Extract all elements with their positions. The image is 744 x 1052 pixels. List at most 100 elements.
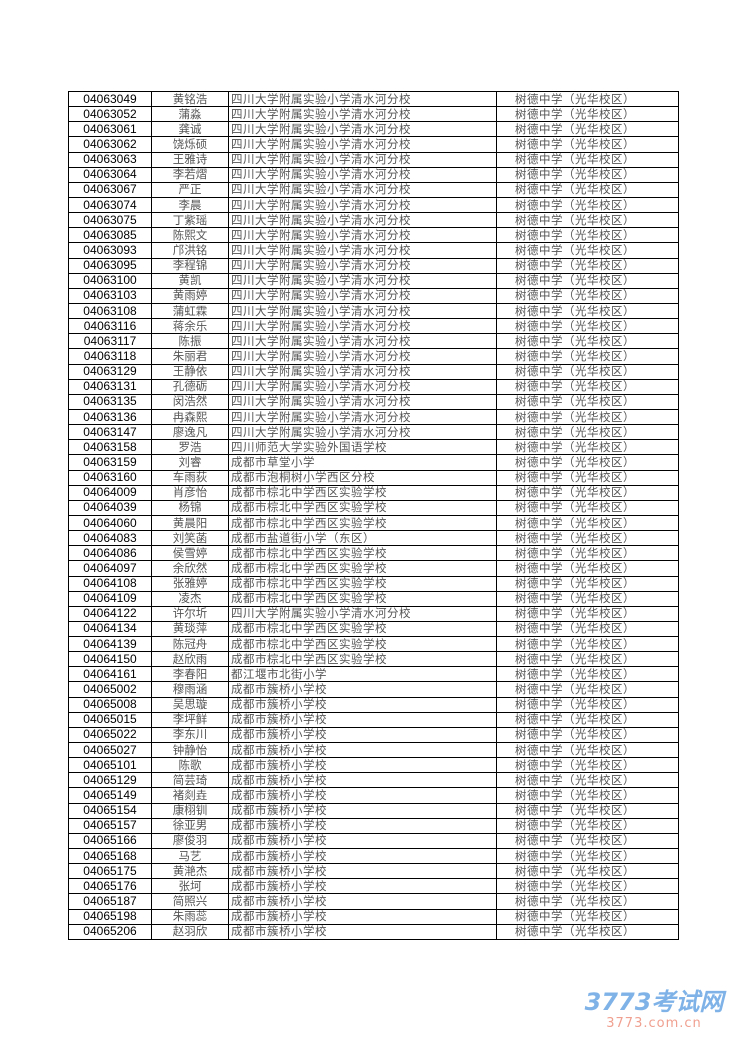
primary-school-cell: 四川大学附属实验小学清水河分校	[228, 121, 497, 138]
primary-school-cell: 成都市棕北中学西区实验学校	[228, 620, 497, 638]
student-name-cell: 许尔圻	[151, 605, 229, 622]
student-name-cell: 王静依	[151, 363, 229, 380]
admitted-school-cell: 树德中学（光华校区）	[496, 863, 679, 880]
admission-table: 04063049 黄铭浩 四川大学附属实验小学清水河分校 树德中学（光华校区） 0406…	[68, 90, 679, 940]
table-row: 04064109 凌杰 成都市棕北中学西区实验学校 树德中学（光华校区）	[68, 590, 679, 607]
student-id-cell: 04063095	[68, 257, 152, 274]
student-name-cell: 蒲淼	[151, 106, 229, 123]
admitted-school-cell: 树德中学（光华校区）	[496, 696, 679, 713]
student-id-cell: 04065101	[68, 757, 152, 774]
student-name-cell: 朱丽君	[151, 348, 229, 365]
admitted-school-cell: 树德中学（光华校区）	[496, 121, 679, 138]
admitted-school-cell: 树德中学（光华校区）	[496, 151, 679, 168]
student-name-cell: 李程锦	[151, 257, 229, 274]
primary-school-cell: 成都市簇桥小学校	[228, 863, 497, 880]
student-name-cell: 廖俊羽	[151, 832, 229, 850]
watermark-logo-text: 3773考试网	[584, 988, 724, 1016]
student-name-cell: 康栩钏	[151, 802, 229, 819]
student-name-cell: 蒲虹霖	[151, 302, 229, 320]
primary-school-cell: 四川大学附属实验小学清水河分校	[228, 393, 497, 410]
student-id-cell: 04063136	[68, 408, 152, 426]
admitted-school-cell: 树德中学（光华校区）	[496, 605, 679, 622]
table-row: 04063116 蒋余乐 四川大学附属实验小学清水河分校 树德中学（光华校区）	[68, 318, 679, 335]
student-name-cell: 黄铭浩	[151, 90, 229, 108]
primary-school-cell: 成都市簇桥小学校	[228, 696, 497, 713]
student-name-cell: 罗浩	[151, 439, 229, 456]
admitted-school-cell: 树德中学（光华校区）	[496, 196, 679, 214]
watermark-url: 3773.com.cn	[606, 1016, 702, 1031]
primary-school-cell: 四川大学附属实验小学清水河分校	[228, 272, 497, 289]
student-name-cell: 凌杰	[151, 590, 229, 607]
student-name-cell: 严正	[151, 181, 229, 198]
admitted-school-cell: 树德中学（光华校区）	[496, 242, 679, 259]
student-name-cell: 朱雨蕊	[151, 908, 229, 925]
primary-school-cell: 四川大学附属实验小学清水河分校	[228, 318, 497, 335]
table-row: 04065166 廖俊羽 成都市簇桥小学校 树德中学（光华校区）	[68, 832, 679, 850]
student-id-cell: 04065008	[68, 696, 152, 713]
student-id-cell: 04065168	[68, 848, 152, 865]
student-id-cell: 04065157	[68, 817, 152, 834]
student-name-cell: 黄琰萍	[151, 620, 229, 638]
student-id-cell: 04063159	[68, 454, 152, 471]
admitted-school-cell: 树德中学（光华校区）	[496, 318, 679, 335]
student-name-cell: 陈歌	[151, 757, 229, 774]
student-name-cell: 侯雪婷	[151, 545, 229, 562]
primary-school-cell: 四川大学附属实验小学清水河分校	[228, 212, 497, 229]
admitted-school-cell: 树德中学（光华校区）	[496, 878, 679, 895]
table-row: 04063159 刘睿 成都市草堂小学 树德中学（光华校区）	[68, 454, 679, 471]
table-row: 04064097 余欣然 成都市棕北中学西区实验学校 树德中学（光华校区）	[68, 560, 679, 577]
admitted-school-cell: 树德中学（光华校区）	[496, 136, 679, 153]
student-name-cell: 徐亚男	[151, 817, 229, 834]
primary-school-cell: 成都市棕北中学西区实验学校	[228, 484, 497, 501]
student-name-cell: 丁紫瑶	[151, 212, 229, 229]
admission-table-body: 04063049 黄铭浩 四川大学附属实验小学清水河分校 树德中学（光华校区） 0406…	[68, 90, 679, 940]
primary-school-cell: 四川大学附属实验小学清水河分校	[228, 242, 497, 259]
student-id-cell: 04063147	[68, 424, 152, 441]
table-row: 04063108 蒲虹霖 四川大学附属实验小学清水河分校 树德中学（光华校区）	[68, 302, 679, 320]
student-id-cell: 04064083	[68, 530, 152, 547]
primary-school-cell: 成都市簇桥小学校	[228, 726, 497, 744]
student-id-cell: 04065027	[68, 742, 152, 759]
student-name-cell: 邝洪铭	[151, 242, 229, 259]
table-row: 04065175 黄滟杰 成都市簇桥小学校 树德中学（光华校区）	[68, 863, 679, 880]
primary-school-cell: 四川师范大学实验外国语学校	[228, 439, 497, 456]
student-id-cell: 04063052	[68, 106, 152, 123]
admitted-school-cell: 树德中学（光华校区）	[496, 257, 679, 274]
student-id-cell: 04065022	[68, 726, 152, 744]
student-id-cell: 04064161	[68, 666, 152, 683]
primary-school-cell: 成都市簇桥小学校	[228, 757, 497, 774]
student-id-cell: 04065187	[68, 893, 152, 910]
student-id-cell: 04063074	[68, 196, 152, 214]
primary-school-cell: 四川大学附属实验小学清水河分校	[228, 151, 497, 168]
primary-school-cell: 成都市簇桥小学校	[228, 711, 497, 728]
primary-school-cell: 成都市盐道街小学（东区）	[228, 530, 497, 547]
table-row: 04063062 饶烁硕 四川大学附属实验小学清水河分校 树德中学（光华校区）	[68, 136, 679, 153]
student-id-cell: 04063160	[68, 469, 152, 486]
student-id-cell: 04064039	[68, 499, 152, 516]
primary-school-cell: 四川大学附属实验小学清水河分校	[228, 408, 497, 426]
student-name-cell: 肖彦怡	[151, 484, 229, 501]
primary-school-cell: 四川大学附属实验小学清水河分校	[228, 181, 497, 198]
student-id-cell: 04064097	[68, 560, 152, 577]
student-name-cell: 车雨荻	[151, 469, 229, 486]
primary-school-cell: 四川大学附属实验小学清水河分校	[228, 378, 497, 395]
primary-school-cell: 成都市棕北中学西区实验学校	[228, 575, 497, 592]
student-id-cell: 04063063	[68, 151, 152, 168]
table-row: 04063158 罗浩 四川师范大学实验外国语学校 树德中学（光华校区）	[68, 439, 679, 456]
table-row: 04064134 黄琰萍 成都市棕北中学西区实验学校 树德中学（光华校区）	[68, 620, 679, 638]
table-row: 04065149 褚剡垚 成都市簇桥小学校 树德中学（光华校区）	[68, 787, 679, 804]
admitted-school-cell: 树德中学（光华校区）	[496, 908, 679, 925]
table-row: 04065206 赵羽欣 成都市簇桥小学校 树德中学（光华校区）	[68, 923, 679, 940]
table-row: 04065176 张坷 成都市簇桥小学校 树德中学（光华校区）	[68, 878, 679, 895]
admitted-school-cell: 树德中学（光华校区）	[496, 424, 679, 441]
admitted-school-cell: 树德中学（光华校区）	[496, 681, 679, 698]
admitted-school-cell: 树德中学（光华校区）	[496, 848, 679, 865]
primary-school-cell: 成都市簇桥小学校	[228, 802, 497, 819]
admitted-school-cell: 树德中学（光华校区）	[496, 212, 679, 229]
student-name-cell: 黄凯	[151, 272, 229, 289]
table-row: 04063129 王静依 四川大学附属实验小学清水河分校 树德中学（光华校区）	[68, 363, 679, 380]
student-name-cell: 简芸琦	[151, 772, 229, 789]
admitted-school-cell: 树德中学（光华校区）	[496, 454, 679, 471]
table-row: 04063067 严正 四川大学附属实验小学清水河分校 树德中学（光华校区）	[68, 181, 679, 198]
table-row: 04063063 王雅诗 四川大学附属实验小学清水河分校 树德中学（光华校区）	[68, 151, 679, 168]
